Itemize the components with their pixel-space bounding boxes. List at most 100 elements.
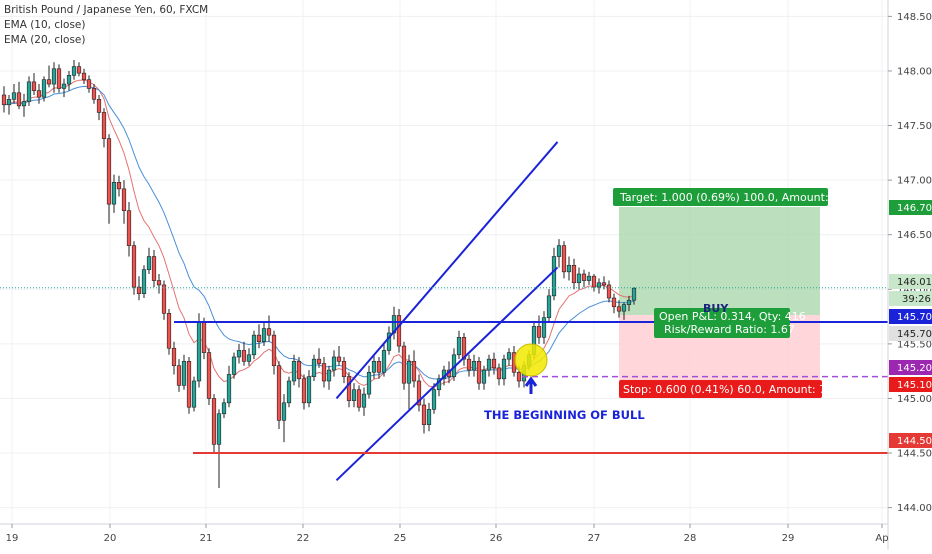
- x-tick-label: 26: [490, 533, 503, 544]
- candle-body: [601, 282, 607, 286]
- last-price-tag: 146.014: [897, 277, 932, 288]
- candle-body: [321, 363, 327, 382]
- candle-body: [426, 409, 432, 425]
- candle-body: [16, 92, 22, 107]
- candle-body: [191, 380, 197, 408]
- support-tag-box: [889, 433, 932, 448]
- candle-body: [236, 350, 242, 358]
- x-tick-label: 27: [588, 533, 601, 544]
- candle-body: [476, 361, 482, 384]
- candle-body: [221, 402, 227, 415]
- candle-body: [291, 361, 297, 382]
- countdown-tag: 39:26: [902, 294, 931, 305]
- candle-body: [226, 374, 232, 404]
- y-tick-label: 148.000: [897, 66, 932, 77]
- candle-body: [56, 68, 62, 89]
- entry-highlight: [514, 343, 548, 377]
- candle-body: [141, 269, 147, 294]
- up-arrow-icon: [524, 376, 538, 394]
- candle-body: [106, 138, 112, 205]
- candle-body: [31, 81, 37, 91]
- candle-body: [66, 75, 72, 85]
- stop-tag: 145.200: [897, 363, 932, 374]
- stop-label: Stop: 0.600 (0.41%) 60.0, Amount: 750.4: [623, 383, 851, 396]
- candle-body: [156, 280, 162, 286]
- y-tick-label: 147.500: [897, 121, 932, 132]
- y-tick-label: 144.500: [897, 449, 932, 460]
- candle-body: [256, 334, 262, 342]
- candle-body: [211, 398, 217, 445]
- y-tick-label: 146.000: [897, 285, 932, 296]
- pnl-label: Open P&L: 0.314, Qty: 416: [659, 310, 806, 323]
- position-zones: [619, 207, 820, 380]
- y-tick-label: 144.000: [897, 503, 932, 514]
- chart-legend[interactable]: British Pound / Japanese Yen, 60, FXCM E…: [4, 3, 208, 48]
- candle-body: [171, 347, 177, 367]
- candle-body: [361, 393, 367, 408]
- candle-body: [276, 365, 282, 421]
- ema20-legend[interactable]: EMA (20, close): [4, 34, 86, 46]
- candle-body: [596, 282, 602, 288]
- candle-body: [196, 321, 202, 382]
- pnl-label-box: [654, 308, 790, 338]
- candle-body: [401, 345, 407, 384]
- candle-body: [421, 404, 427, 425]
- candle-body: [146, 256, 152, 270]
- candle-body: [271, 334, 277, 367]
- candle-body: [471, 361, 477, 371]
- y-tick-label: 145.000: [897, 394, 932, 405]
- ema10-legend[interactable]: EMA (10, close): [4, 19, 86, 31]
- candle-body: [251, 334, 257, 356]
- candle-body: [151, 256, 157, 281]
- candle-body: [501, 358, 507, 380]
- candle-body: [566, 264, 572, 273]
- candle-body: [41, 79, 47, 98]
- candle-body: [6, 99, 12, 106]
- stop-label-box: [619, 380, 822, 398]
- candle-body: [26, 81, 32, 102]
- candle-body: [176, 365, 182, 386]
- candle-body: [231, 356, 237, 375]
- stop2-tag-box: [889, 377, 932, 392]
- last-price-tag-box: [889, 274, 932, 289]
- candle-body: [306, 376, 312, 404]
- candle-body: [411, 361, 417, 382]
- candle-body: [216, 413, 222, 445]
- candle-body: [396, 315, 402, 347]
- candle-body: [186, 361, 192, 408]
- support-tag: 144.500: [897, 436, 932, 447]
- bull-annotation: THE BEGINNING OF BULL: [484, 408, 645, 422]
- candle-body: [551, 256, 557, 297]
- entry-tag: 145.700: [897, 312, 932, 323]
- candle-body: [326, 369, 332, 382]
- lower-trendline: [335, 266, 559, 482]
- candle-body: [536, 326, 542, 338]
- candle-body: [121, 188, 127, 211]
- candle-body: [61, 83, 67, 89]
- stop-tag-box: [889, 360, 932, 375]
- candle-body: [611, 297, 617, 308]
- candle-body: [516, 371, 522, 382]
- candle-body: [116, 182, 122, 190]
- symbol-title[interactable]: British Pound / Japanese Yen, 60, FXCM: [4, 4, 209, 16]
- candle-body: [356, 389, 362, 408]
- x-tick-label: 21: [200, 533, 213, 544]
- candle-body: [376, 361, 382, 373]
- candle-body: [461, 337, 467, 360]
- candle-body: [541, 317, 547, 338]
- candle-body: [546, 295, 552, 318]
- candle-body: [91, 88, 97, 100]
- candle-body: [101, 112, 107, 139]
- target-zone: [619, 207, 820, 315]
- candle-body: [331, 356, 337, 371]
- candle-body: [11, 92, 17, 100]
- candle-body: [491, 358, 497, 369]
- x-tick-label: 22: [297, 533, 310, 544]
- candle-body: [71, 66, 77, 76]
- entry-tag-box: [889, 309, 932, 324]
- x-tick-label: 29: [782, 533, 795, 544]
- candle-body: [381, 350, 387, 373]
